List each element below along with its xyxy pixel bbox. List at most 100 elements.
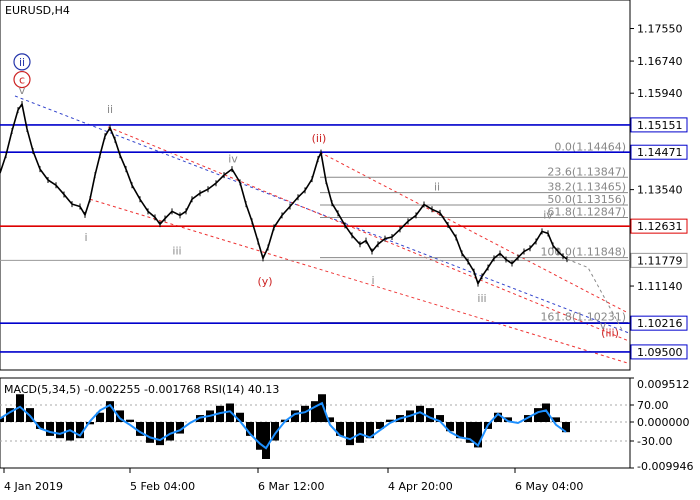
price-tick-label: 1.15940 xyxy=(637,87,683,100)
indicator-tick-label: 70.00 xyxy=(637,399,669,412)
macd-histogram-bar xyxy=(136,421,144,436)
macd-histogram-bar xyxy=(356,421,364,443)
macd-histogram-bar xyxy=(271,421,279,441)
price-tick-label: 1.16740 xyxy=(637,55,683,68)
level-price-tag xyxy=(630,315,688,331)
wave-label-circle xyxy=(13,53,31,71)
macd-histogram-bar xyxy=(466,421,474,443)
fib-level-label: 38.2(1.13465) xyxy=(547,181,626,194)
level-price-label: 1.14471 xyxy=(637,146,683,159)
wave-label: v xyxy=(600,319,607,332)
macd-histogram-bar xyxy=(562,421,570,433)
macd-histogram-bar xyxy=(456,421,464,439)
wave-label: i xyxy=(371,274,374,287)
wave-label: c xyxy=(19,74,25,87)
macd-histogram-bar xyxy=(436,415,444,422)
macd-histogram-bar xyxy=(246,421,254,436)
price-series xyxy=(0,101,623,331)
wave-label: (y) xyxy=(257,275,272,288)
wave-label: ii xyxy=(19,56,25,69)
macd-histogram-bar xyxy=(366,421,374,439)
trend-line xyxy=(107,126,629,342)
macd-histogram-bar xyxy=(426,408,434,422)
wave-label: iii xyxy=(172,245,181,258)
macd-histogram-bar xyxy=(166,421,174,441)
macd-histogram-bar xyxy=(176,421,184,434)
macd-histogram-bar xyxy=(386,419,394,422)
macd-histogram-bar xyxy=(76,421,84,439)
wave-label: (iii) xyxy=(601,327,619,340)
macd-histogram-bar xyxy=(301,405,309,422)
trend-line xyxy=(319,151,629,314)
indicator-label: MACD(5,34,5) -0.002255 -0.001768 RSI(14)… xyxy=(4,383,279,396)
rsi-line xyxy=(0,401,567,450)
wave-label-circle xyxy=(13,70,31,89)
macd-histogram-bar xyxy=(542,403,550,422)
macd-histogram-bar xyxy=(474,421,482,448)
macd-histogram-bar xyxy=(534,408,542,422)
horizontal-levels: 1.15151 1.14471 1.12631 1.11779 1.10216 1.095… xyxy=(0,117,688,360)
macd-histogram-bar xyxy=(336,421,344,436)
macd-histogram-bar xyxy=(46,421,54,436)
indicator-pane xyxy=(0,377,631,469)
level-price-label: 1.15151 xyxy=(637,119,683,132)
macd-histogram-bar xyxy=(291,410,299,422)
macd-histogram-bar xyxy=(226,403,234,422)
macd-histogram-bar xyxy=(318,394,326,422)
trend-line xyxy=(89,198,629,364)
fib-level-label: 23.6(1.13847) xyxy=(547,165,626,178)
level-price-tag xyxy=(630,252,688,268)
macd-histogram-bar xyxy=(311,401,319,422)
price-pane xyxy=(0,0,631,371)
fib-level-label: 50.0(1.13156) xyxy=(547,193,626,206)
macd-histogram-bar xyxy=(552,417,560,422)
indicator-series xyxy=(0,394,570,459)
macd-histogram-bar xyxy=(256,421,264,450)
x-tick-label: 5 Feb 04:00 xyxy=(130,480,195,493)
wave-label: ii xyxy=(107,103,113,116)
level-price-tag xyxy=(630,117,688,133)
macd-histogram-bar xyxy=(326,417,334,422)
x-tick-label: 4 Apr 20:00 xyxy=(388,480,453,493)
macd-histogram-bar xyxy=(376,421,384,429)
macd-histogram-bar xyxy=(86,421,94,425)
macd-histogram-bar xyxy=(262,421,270,459)
price-tick-label: 1.11140 xyxy=(637,280,683,293)
level-price-tag xyxy=(630,144,688,160)
price-tick-label: 1.17550 xyxy=(637,23,683,36)
wave-label: (ii) xyxy=(312,132,327,145)
macd-histogram-bar xyxy=(56,421,64,439)
macd-histogram-bar xyxy=(416,405,424,422)
fib-level-label: 61.8(1.12847) xyxy=(547,205,626,218)
indicator-tick-label: 0.009512 xyxy=(637,378,690,391)
indicator-tick-label: -0.009946 xyxy=(637,460,693,473)
macd-histogram-bar xyxy=(6,408,14,422)
indicator-tick-label: 0.000000 xyxy=(637,416,690,429)
wave-label: ii xyxy=(434,180,440,193)
macd-histogram-bar xyxy=(116,410,124,422)
fibonacci-retracement: 0.0(1.14464) 23.6(1.13847) 38.2(1.13465)50… xyxy=(320,140,628,324)
level-price-label: 1.11779 xyxy=(637,254,683,267)
macd-histogram-bar xyxy=(504,417,512,422)
macd-histogram-bar xyxy=(346,421,354,446)
trend-lines xyxy=(14,95,629,364)
macd-histogram-bar xyxy=(236,412,244,422)
level-price-label: 1.10216 xyxy=(637,317,683,330)
wave-label: iii xyxy=(477,292,486,305)
level-price-label: 1.09500 xyxy=(637,346,683,359)
wave-label: iv xyxy=(228,152,238,165)
macd-histogram-bar xyxy=(446,421,454,432)
forecast-path xyxy=(566,258,623,331)
level-price-label: 1.12631 xyxy=(637,220,683,233)
level-price-tag xyxy=(630,344,688,360)
wave-label: iv xyxy=(543,209,553,222)
price-tick-label: 1.13540 xyxy=(637,184,683,197)
symbol-label: EURUSD,H4 xyxy=(5,4,70,17)
x-tick-label: 4 Jan 2019 xyxy=(4,480,63,493)
wave-label: v xyxy=(19,84,26,97)
trend-line xyxy=(14,95,629,334)
macd-histogram-bar xyxy=(146,421,154,443)
macd-histogram-bar xyxy=(36,421,44,429)
